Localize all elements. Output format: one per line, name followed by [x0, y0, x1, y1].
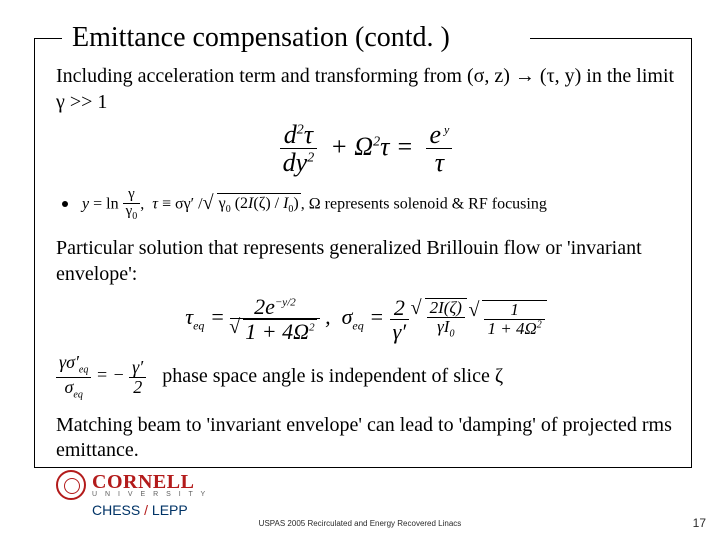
phase-space-row: γσ′eq σeq = − γ′2 phase space angle is i… — [56, 353, 676, 400]
paragraph-3: Matching beam to 'invariant envelope' ca… — [56, 413, 676, 464]
defs-tail: , Ω represents solenoid & RF focusing — [301, 195, 547, 212]
cornell-name: CORNELL — [92, 473, 208, 491]
frame-top-left — [34, 38, 62, 39]
slide-title: Emittance compensation (contd. ) — [68, 22, 454, 54]
bullet-icon — [62, 201, 68, 207]
paragraph-1: Including acceleration term and transfor… — [56, 64, 676, 115]
paragraph-2: Particular solution that represents gene… — [56, 236, 676, 287]
definitions-row: y = ln γγ0 , τ ≡ σγ′ / γ0 (2I(ζ) / I0), … — [62, 187, 676, 222]
equation-equilibrium: τeq = 2e−y/2 1 + 4Ω2 , σeq = 2γ′ 2I(ζ) γ… — [56, 295, 676, 343]
footer-text: USPAS 2005 Recirculated and Energy Recov… — [0, 519, 720, 528]
phase-space-text: phase space angle is independent of slic… — [162, 364, 503, 390]
frame-top-right — [530, 38, 692, 39]
slide-content: Including acceleration term and transfor… — [56, 64, 676, 470]
phase-space-equation: γσ′eq σeq = − γ′2 — [56, 353, 146, 400]
cornell-seal-icon — [56, 470, 86, 500]
lab-name: CHESS / LEPP — [92, 502, 208, 518]
page-number: 17 — [693, 516, 706, 530]
cornell-sub: U N I V E R S I T Y — [92, 491, 208, 498]
equation-main: d2τ dy2 + Ω2τ = e y τ — [56, 121, 676, 177]
logo-block: CORNELL U N I V E R S I T Y CHESS / LEPP — [56, 470, 208, 518]
